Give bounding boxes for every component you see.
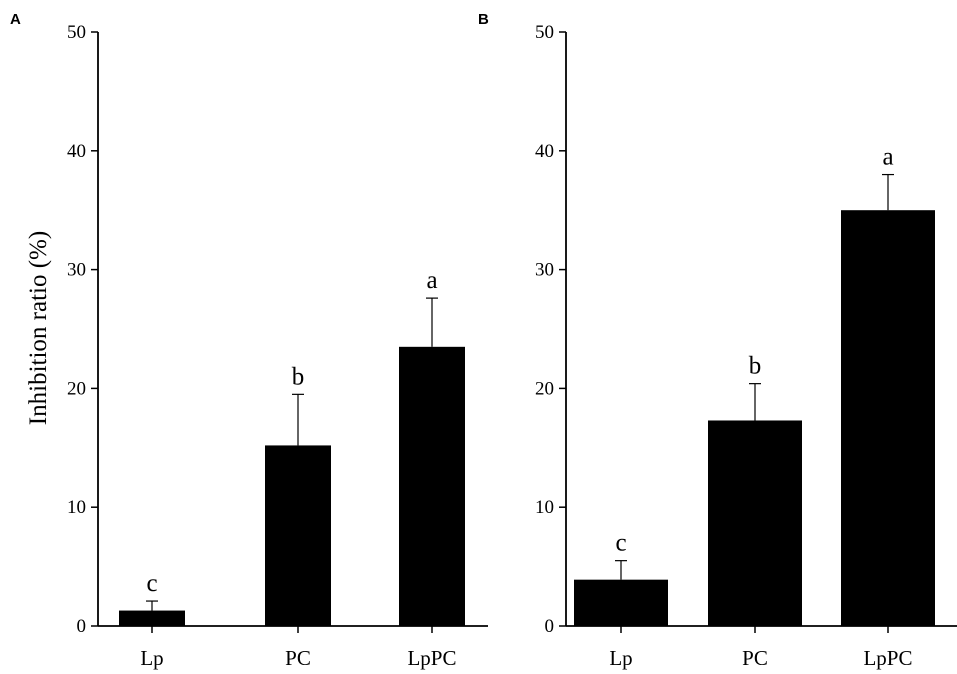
panel-a-y-tick-label: 20	[67, 378, 86, 399]
panel-b-significance-label: c	[615, 530, 626, 557]
panel-b-x-tick-label: Lp	[609, 646, 632, 670]
panel-b-x-tick-label: PC	[742, 646, 768, 670]
panel-b-bar-pc	[708, 420, 802, 626]
panel-a-bar-lppc	[399, 346, 465, 626]
panel-a-significance-label: b	[292, 363, 305, 390]
panel-a-y-tick-label: 10	[67, 497, 86, 518]
panel-b-y-tick-label: 20	[535, 378, 554, 399]
panel-a-y-tick-label: 0	[77, 616, 87, 637]
panel-b-y-tick-label: 30	[535, 260, 554, 281]
panel-b-bar-lp	[574, 579, 668, 626]
panel-b-y-tick-label: 40	[535, 141, 554, 162]
panel-a-bar-lp	[119, 610, 185, 626]
panel-a-y-tick-label: 40	[67, 141, 86, 162]
panel-a-x-tick-label: PC	[285, 646, 311, 670]
panel-a-significance-label: c	[146, 570, 157, 597]
panel-b-letter: B	[478, 11, 489, 28]
panel-b-y-tick-label: 50	[535, 22, 554, 43]
panel-a-bar-pc	[265, 445, 331, 626]
panel-b-significance-label: b	[749, 353, 762, 380]
panel-b-bar-lppc	[841, 210, 935, 626]
panel-a-y-tick-label: 30	[67, 260, 86, 281]
panel-a-letter: A	[10, 11, 21, 28]
panel-a-x-tick-label: LpPC	[407, 646, 456, 670]
panel-b-y-tick-label: 10	[535, 497, 554, 518]
panel-b-bars: c b a	[574, 144, 935, 626]
panel-b-significance-label: a	[882, 144, 893, 171]
panel-a-y-tick-label: 50	[67, 22, 86, 43]
panel-a-bars: c b a	[119, 267, 465, 626]
panel-b-y-tick-label: 0	[545, 616, 555, 637]
panel-a-x-tick-label: Lp	[140, 646, 163, 670]
panel-b-x-tick-label: LpPC	[863, 646, 912, 670]
y-axis-title: Inhibition ratio (%)	[25, 231, 52, 425]
panel-a-significance-label: a	[426, 267, 437, 294]
